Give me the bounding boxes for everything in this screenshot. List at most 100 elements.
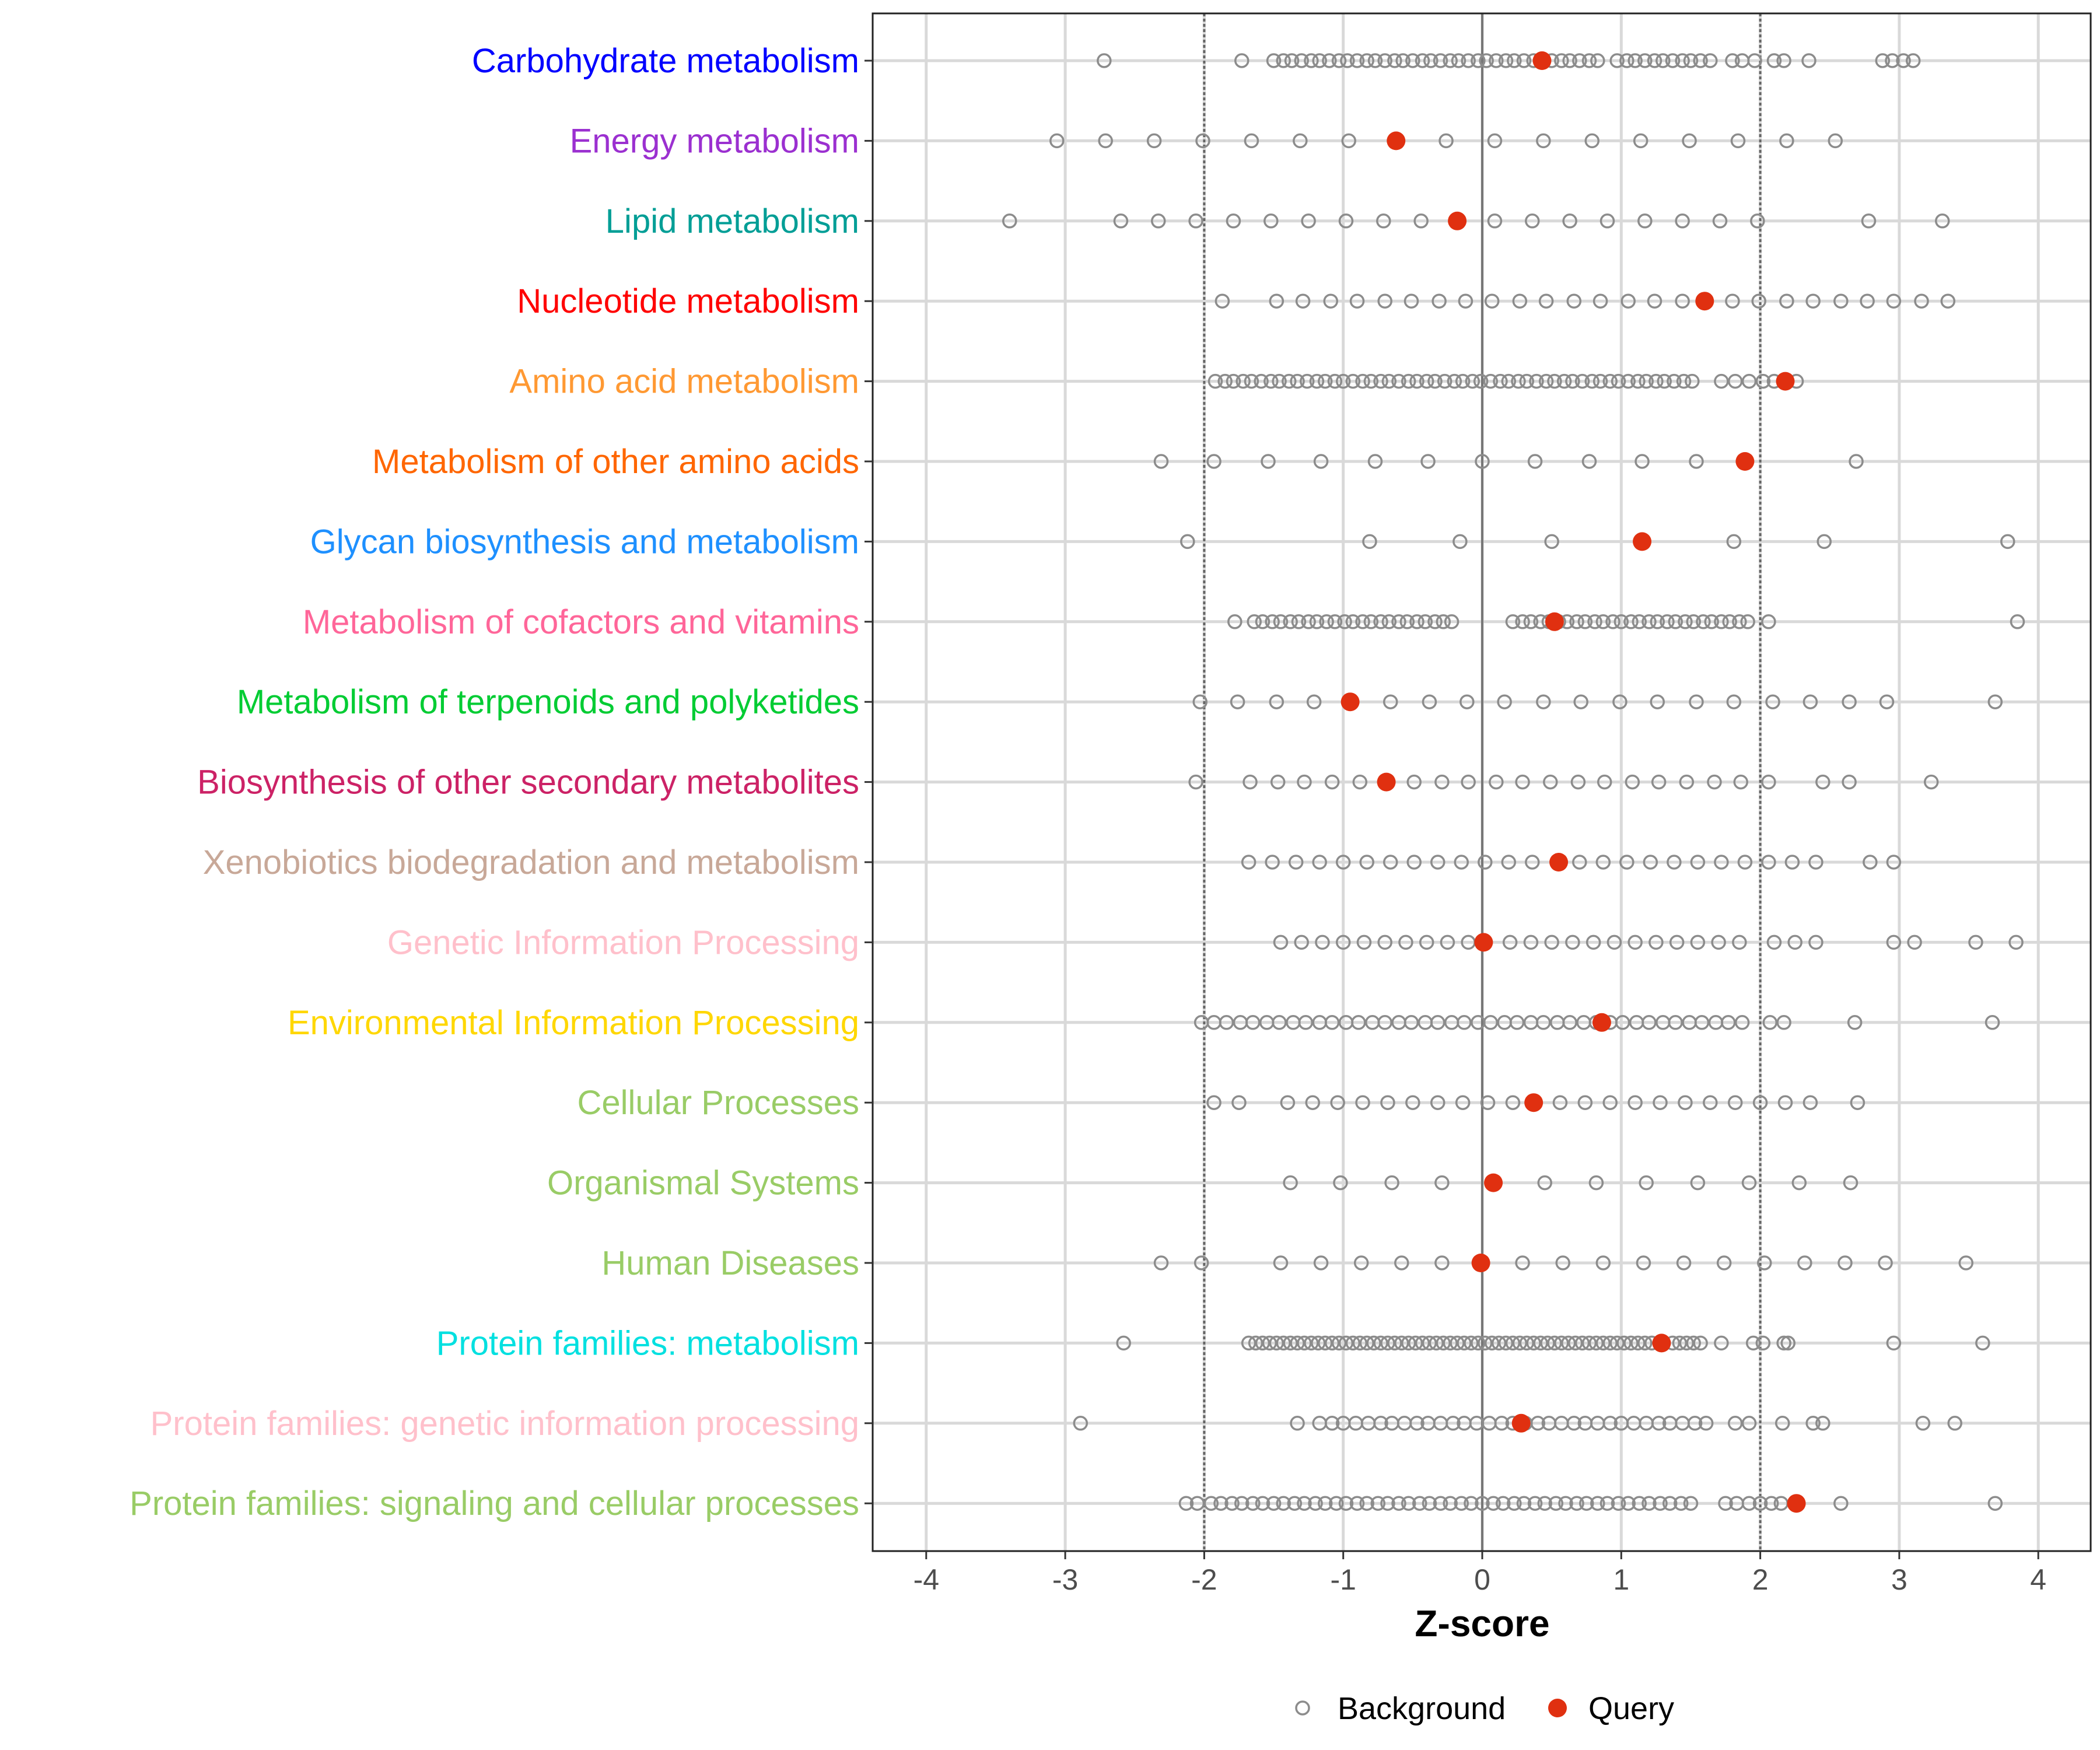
category-label: Metabolism of terpenoids and polyketides — [237, 683, 859, 721]
background-point — [1761, 855, 1776, 870]
background-point — [1203, 1496, 1219, 1511]
background-point — [1440, 935, 1455, 950]
background-point — [1689, 694, 1704, 709]
query-point — [1377, 772, 1396, 792]
background-point — [1690, 1175, 1706, 1191]
x-axis-title: Z-score — [1415, 1602, 1549, 1644]
background-point — [1436, 1335, 1451, 1351]
background-point — [1401, 1335, 1416, 1351]
background-point — [1312, 53, 1327, 68]
background-point — [1538, 373, 1554, 389]
background-point — [1574, 373, 1590, 389]
background-point — [1565, 373, 1580, 389]
background-point — [1255, 1496, 1270, 1511]
background-point — [1404, 293, 1419, 309]
background-point — [1473, 373, 1489, 389]
background-point — [1301, 614, 1316, 629]
background-point — [1433, 53, 1448, 68]
background-point — [1192, 694, 1208, 709]
background-point — [1480, 1095, 1496, 1110]
background-point — [1432, 293, 1447, 309]
background-point — [1544, 935, 1559, 950]
background-point — [1097, 53, 1112, 68]
background-point — [1478, 1335, 1493, 1351]
background-point — [1505, 1095, 1521, 1110]
background-point — [1714, 1335, 1729, 1351]
background-point — [1276, 1496, 1291, 1511]
background-point — [1581, 454, 1597, 469]
background-point — [1523, 614, 1539, 629]
background-point — [1842, 694, 1857, 709]
background-point — [1304, 53, 1319, 68]
background-point — [1716, 1255, 1732, 1270]
background-point — [1657, 373, 1672, 389]
background-point — [1450, 1335, 1465, 1351]
background-point — [1461, 53, 1476, 68]
background-point — [1958, 1255, 1974, 1270]
query-point — [1532, 51, 1552, 70]
background-point — [1436, 614, 1451, 629]
background-point — [1914, 293, 1929, 309]
background-point — [1373, 614, 1388, 629]
background-point — [1703, 53, 1718, 68]
background-point — [1352, 774, 1368, 790]
background-point — [1730, 133, 1746, 149]
background-point — [1405, 53, 1420, 68]
background-point — [1805, 293, 1821, 309]
background-point — [1471, 53, 1486, 68]
background-point — [1226, 214, 1241, 229]
background-point — [1597, 774, 1612, 790]
background-point — [1254, 373, 1269, 389]
background-point — [1667, 855, 1682, 870]
background-point — [1391, 1496, 1406, 1511]
background-point — [1313, 454, 1329, 469]
background-point — [1586, 935, 1601, 950]
background-point — [1283, 1175, 1298, 1191]
background-point — [1672, 1335, 1688, 1351]
category-label: Glycan biosynthesis and metabolism — [310, 523, 859, 561]
background-point — [1779, 133, 1794, 149]
background-point — [1732, 614, 1747, 629]
background-point — [1317, 1496, 1333, 1511]
background-point — [1338, 214, 1354, 229]
background-point — [1333, 1175, 1348, 1191]
background-point — [1639, 1175, 1654, 1191]
background-point — [1443, 53, 1458, 68]
background-point — [1273, 1255, 1289, 1270]
category-label: Carbohydrate metabolism — [472, 42, 859, 80]
background-point — [1588, 1335, 1604, 1351]
x-tick-label: 2 — [1752, 1563, 1769, 1596]
background-point — [1419, 373, 1434, 389]
background-point — [1718, 1496, 1733, 1511]
background-point — [1741, 1496, 1757, 1511]
background-point — [1587, 614, 1602, 629]
background-point — [1676, 373, 1692, 389]
background-point — [1833, 293, 1849, 309]
background-point — [1484, 293, 1500, 309]
background-point — [1569, 1496, 1584, 1511]
background-point — [1975, 1335, 1990, 1351]
background-point — [1380, 1095, 1395, 1110]
background-point — [1637, 1335, 1653, 1351]
background-point — [1373, 1416, 1388, 1431]
background-point — [1656, 53, 1671, 68]
background-point — [1475, 454, 1490, 469]
background-point — [1886, 935, 1902, 950]
background-point — [1406, 855, 1422, 870]
background-point — [1291, 614, 1307, 629]
background-point — [1523, 935, 1539, 950]
background-point — [1562, 214, 1577, 229]
background-point — [1675, 293, 1690, 309]
background-point — [1266, 1496, 1282, 1511]
background-point — [1752, 1496, 1768, 1511]
background-point — [1264, 373, 1279, 389]
query-point — [1549, 853, 1569, 872]
background-point — [1312, 855, 1327, 870]
background-point — [1359, 1335, 1374, 1351]
background-point — [1776, 1015, 1791, 1030]
background-point — [1703, 1095, 1718, 1110]
background-point — [1623, 614, 1639, 629]
background-point — [1725, 53, 1740, 68]
background-point — [1330, 1095, 1345, 1110]
background-point — [1297, 1496, 1312, 1511]
